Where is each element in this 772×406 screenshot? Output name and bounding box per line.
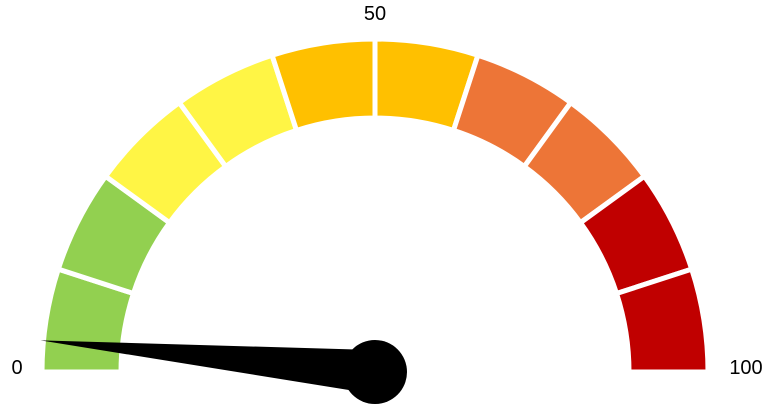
gauge-needle-hub bbox=[343, 340, 407, 404]
tick-label-0: 0 bbox=[11, 357, 22, 379]
gauge-tick-labels: 0 50 100 bbox=[11, 3, 762, 379]
gauge-segments bbox=[39, 36, 711, 375]
gauge-segment-10 bbox=[613, 265, 711, 375]
tick-label-100: 100 bbox=[729, 357, 762, 379]
tick-label-50: 50 bbox=[364, 3, 386, 25]
gauge-needle-group bbox=[40, 340, 407, 404]
gauge-needle bbox=[40, 340, 378, 394]
